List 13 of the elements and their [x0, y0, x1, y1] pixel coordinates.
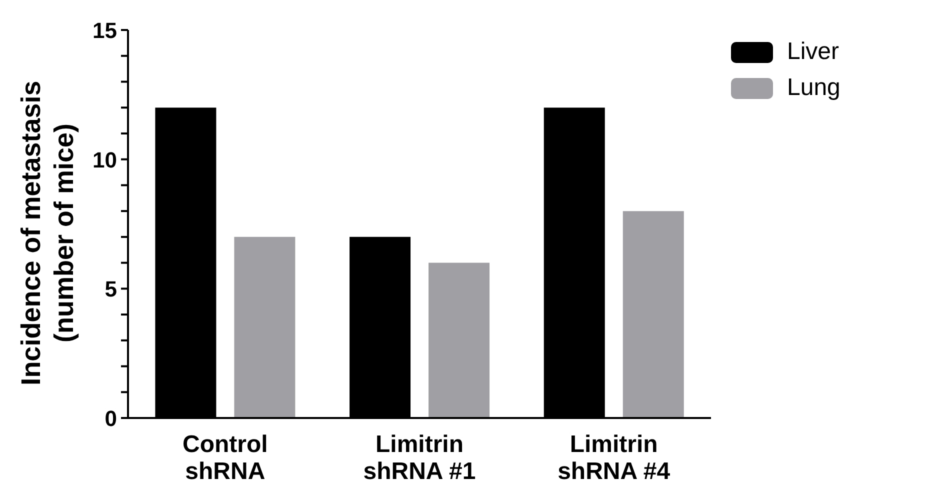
x-tick-label: Limitrin shRNA #4 — [558, 431, 671, 485]
y-axis-title: Incidence of metastasis (number of mice) — [16, 80, 79, 386]
bar — [428, 262, 490, 418]
bar — [234, 236, 296, 418]
x-tick-label: Control shRNA — [182, 431, 268, 485]
y-tick-label: 15 — [92, 18, 117, 43]
legend-label: Lung — [787, 74, 840, 102]
y-tick-label: 5 — [104, 276, 117, 302]
y-tick-label: 0 — [104, 406, 117, 431]
legend-label: Liver — [787, 38, 840, 66]
y-tick-label: 10 — [92, 147, 117, 172]
x-tick-label: Limitrin shRNA #1 — [363, 431, 476, 485]
bar — [622, 211, 684, 418]
